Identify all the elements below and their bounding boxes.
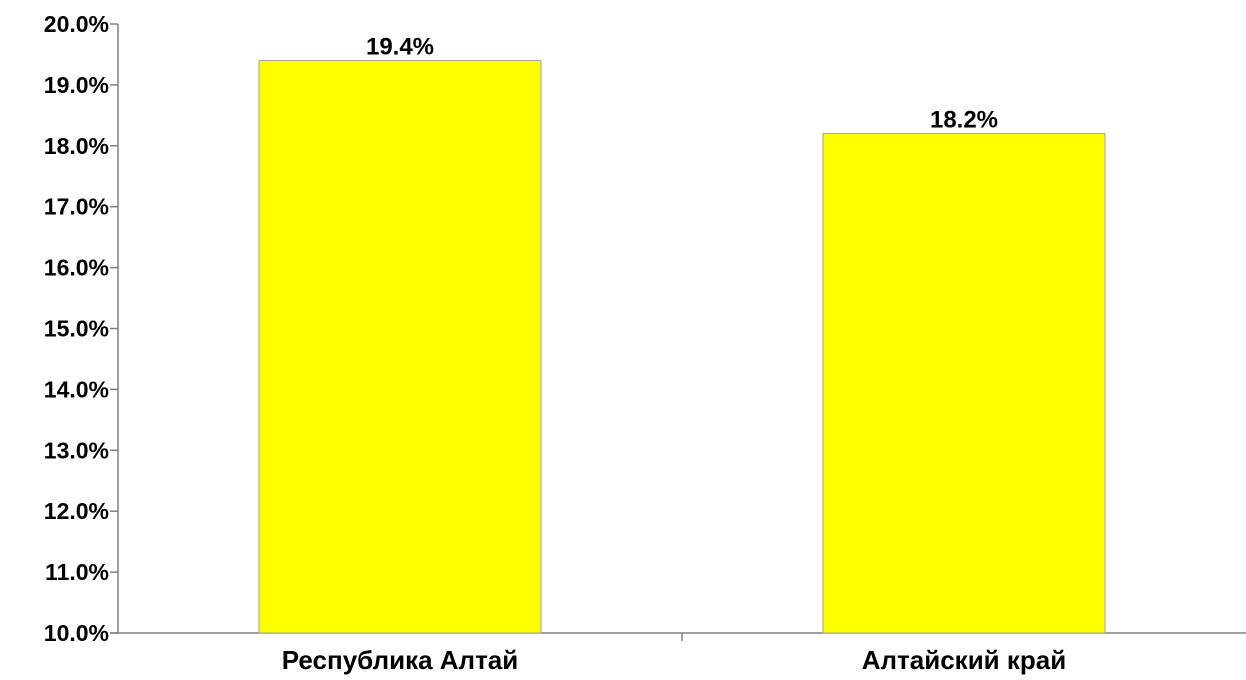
data-label: 18.2%: [930, 107, 998, 134]
y-tick-label: 15.0%: [44, 316, 109, 342]
y-tick-label: 16.0%: [44, 255, 109, 281]
y-tick-label: 18.0%: [44, 133, 109, 159]
y-tick-label: 19.0%: [44, 72, 109, 98]
category-labels: Республика Алтай Алтайский край: [282, 645, 1067, 675]
data-labels: 19.4% 18.2%: [366, 34, 998, 134]
x-axis: [110, 632, 1246, 641]
y-tick-label: 11.0%: [45, 559, 109, 585]
bar: [822, 133, 1106, 634]
x-tick-label: Республика Алтай: [282, 645, 519, 675]
y-axis: 10.0% 11.0% 12.0% 13.0% 14.0% 15.0% 16.0% 17.0%…: [44, 11, 119, 646]
bar: [258, 60, 542, 634]
bars: [258, 60, 1106, 634]
y-tick-label: 13.0%: [44, 437, 109, 463]
y-tick-label: 12.0%: [44, 498, 109, 524]
x-tick-label: Алтайский край: [862, 645, 1066, 675]
data-label: 19.4%: [366, 34, 434, 61]
y-tick-label: 10.0%: [44, 620, 109, 646]
y-tick-label: 17.0%: [44, 194, 109, 220]
y-tick-label: 20.0%: [44, 11, 109, 37]
y-tick-label: 14.0%: [44, 376, 109, 402]
